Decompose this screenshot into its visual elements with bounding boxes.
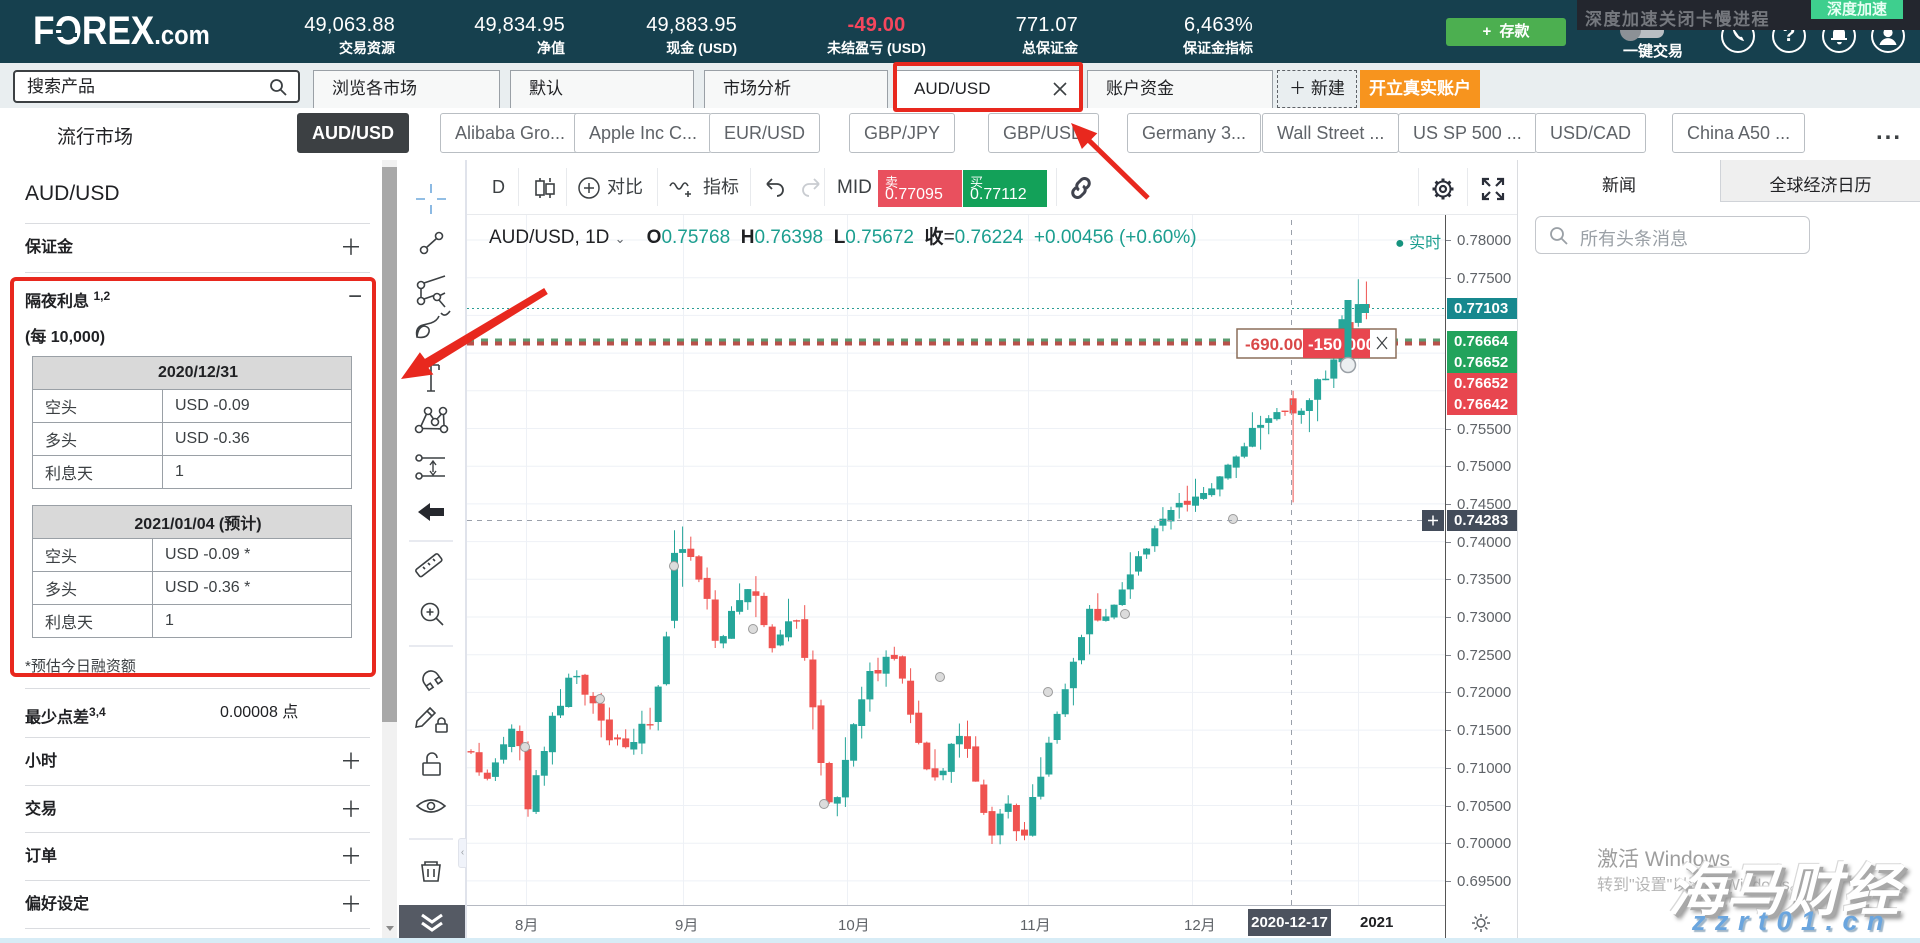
svg-text:-150 000: -150 000 bbox=[1308, 335, 1375, 354]
svg-text:-690.00: -690.00 bbox=[1245, 335, 1303, 354]
